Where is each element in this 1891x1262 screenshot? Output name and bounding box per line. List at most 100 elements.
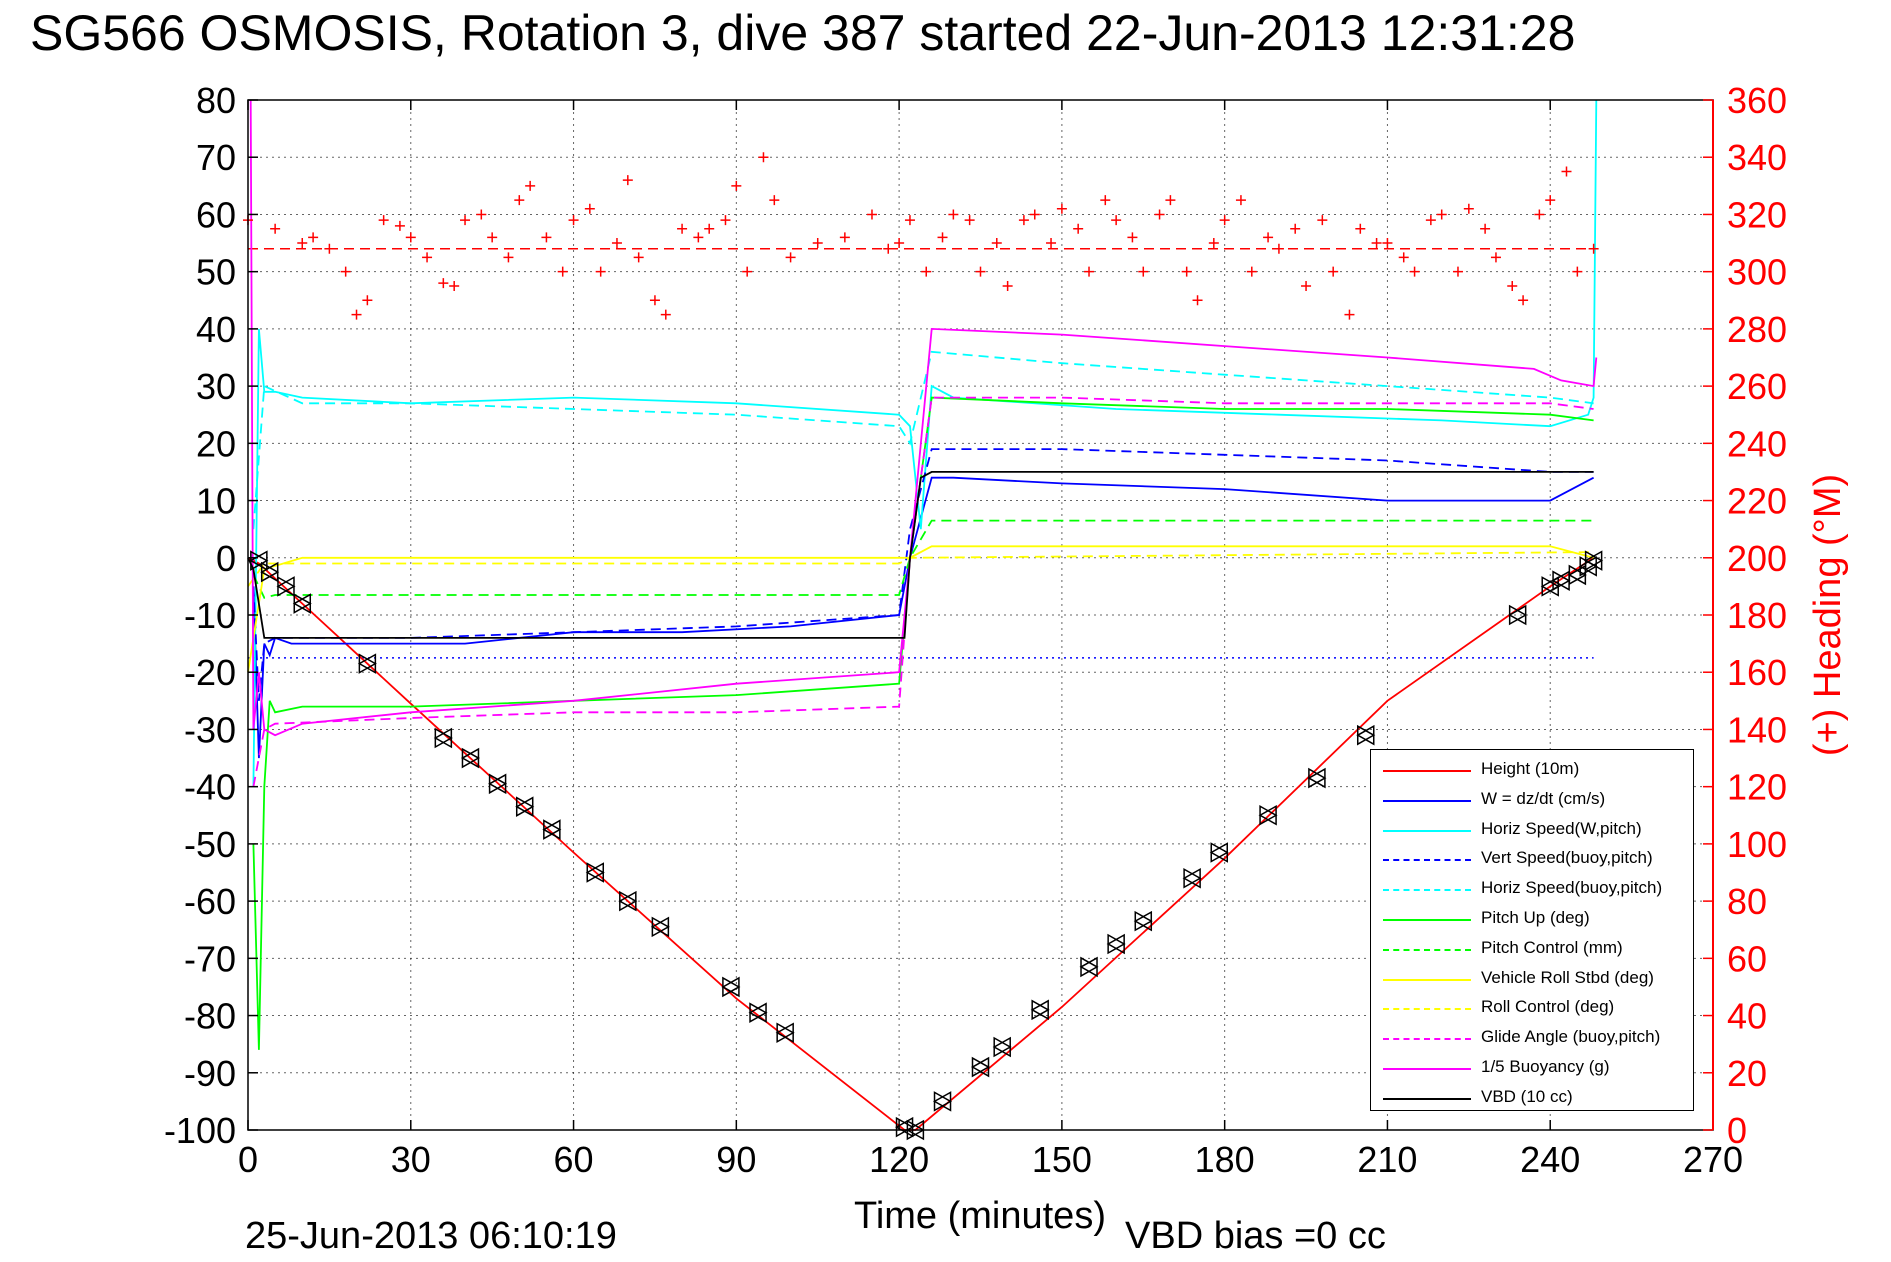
heading-point [812, 238, 823, 249]
x-tick-label: 90 [716, 1139, 756, 1180]
triangle-marker [1356, 724, 1375, 746]
heading-point [503, 252, 514, 263]
heading-point [1490, 252, 1501, 263]
heading-point [1371, 238, 1382, 249]
legend-swatch [1383, 978, 1471, 981]
triangle-marker [1080, 956, 1099, 978]
triangle-marker [1031, 999, 1050, 1021]
y-tick-label: 30 [196, 366, 236, 407]
legend-item: Height (10m) [1371, 756, 1693, 786]
heading-point [975, 266, 986, 277]
legend-swatch [1383, 859, 1471, 862]
triangle-marker [1106, 933, 1125, 955]
y2-tick-label: 140 [1727, 709, 1787, 750]
heading-point [1572, 266, 1583, 277]
legend-swatch [1383, 1068, 1471, 1070]
heading-point [270, 223, 281, 234]
heading-point [1344, 309, 1355, 320]
y2-tick-label: 260 [1727, 366, 1787, 407]
heading-point [584, 203, 595, 214]
heading-point [1518, 295, 1529, 306]
triangle-marker [292, 593, 312, 614]
triangle-marker [1182, 867, 1201, 889]
y2-tick-label: 0 [1727, 1110, 1747, 1151]
triangle-marker [1107, 933, 1126, 955]
legend-label: W = dz/dt (cm/s) [1481, 788, 1606, 808]
heading-point [1046, 238, 1057, 249]
heading-point [1355, 223, 1366, 234]
legend-label: Horiz Speed(buoy,pitch) [1481, 878, 1663, 898]
triangle-marker [618, 890, 637, 912]
heading-point [476, 209, 487, 220]
heading-point [1073, 223, 1084, 234]
heading-point [1263, 232, 1274, 243]
legend-item: Horiz Speed(buoy,pitch) [1371, 875, 1693, 905]
y2-tick-label: 300 [1727, 252, 1787, 293]
legend-label: VBD (10 cc) [1481, 1086, 1573, 1106]
triangle-marker [542, 819, 561, 840]
triangle-marker [1584, 550, 1603, 571]
heading-point [1507, 280, 1518, 291]
triangle-marker [260, 561, 279, 583]
legend-item: 1/5 Buoyancy (g) [1371, 1054, 1693, 1084]
axis-ticks: 0 30 60 90 120 150 180 210 240 270-100-90-80-70-6… [164, 80, 1787, 1180]
triangle-marker [488, 773, 507, 795]
heading-point [894, 238, 905, 249]
triangle-marker [992, 1036, 1011, 1058]
legend-label: Pitch Up (deg) [1481, 908, 1590, 927]
y2-tick-label: 160 [1727, 652, 1787, 693]
series-line [252, 476, 1595, 759]
x-tick-label: 60 [554, 1139, 594, 1180]
legend-label: Pitch Control (mm) [1481, 937, 1623, 957]
chart-title: SG566 OSMOSIS, Rotation 3, dive 387 star… [30, 5, 1576, 61]
y-tick-label: -100 [164, 1110, 236, 1151]
heading-point [1534, 209, 1545, 220]
triangle-marker [460, 747, 480, 769]
heading-point [405, 232, 416, 243]
legend-item: Glide Angle (buoy,pitch) [1371, 1024, 1693, 1054]
y2-tick-label: 120 [1727, 767, 1787, 808]
heading-point [595, 266, 606, 277]
heading-point [720, 215, 731, 226]
heading-point [704, 223, 715, 234]
triangle-marker [775, 1022, 794, 1044]
legend-label: Horiz Speed(W,pitch) [1481, 818, 1642, 838]
legend-label: Glide Angle (buoy,pitch) [1481, 1027, 1661, 1047]
y2-tick-label: 180 [1727, 595, 1787, 636]
heading-point [1029, 209, 1040, 220]
heading-point [1328, 266, 1339, 277]
heading-point [649, 295, 660, 306]
triangle-marker [650, 916, 670, 938]
triangle-marker [651, 916, 670, 938]
legend-label: Height (10m) [1481, 759, 1580, 778]
series-line [247, 551, 1594, 587]
heading-point [839, 232, 850, 243]
triangle-marker [543, 819, 562, 840]
heading-point [1138, 266, 1149, 277]
heading-point [1127, 232, 1138, 243]
y-tick-label: 10 [196, 481, 236, 522]
y2-tick-label: 80 [1727, 881, 1767, 922]
heading-point [677, 223, 688, 234]
heading-point [1425, 215, 1436, 226]
triangle-marker [1258, 804, 1277, 826]
legend-swatch [1383, 919, 1471, 921]
triangle-marker [970, 1056, 990, 1078]
heading-point [1398, 252, 1409, 263]
y2-tick-label: 20 [1727, 1053, 1767, 1094]
heading-point [1545, 195, 1556, 206]
heading-point [525, 180, 536, 191]
heading-point [991, 238, 1002, 249]
heading-point [1208, 238, 1219, 249]
y-tick-label: -30 [184, 709, 236, 750]
triangle-marker [932, 1091, 952, 1112]
heading-point [904, 215, 915, 226]
heading-point [937, 232, 948, 243]
legend-label: Vehicle Roll Stbd (deg) [1481, 967, 1654, 987]
y2-tick-label: 40 [1727, 996, 1767, 1037]
triangle-marker [433, 727, 453, 749]
heading-point [1154, 209, 1165, 220]
heading-point [557, 266, 568, 277]
footer-timestamp: 25-Jun-2013 06:10:19 [245, 1215, 617, 1257]
series-line [247, 545, 1594, 673]
